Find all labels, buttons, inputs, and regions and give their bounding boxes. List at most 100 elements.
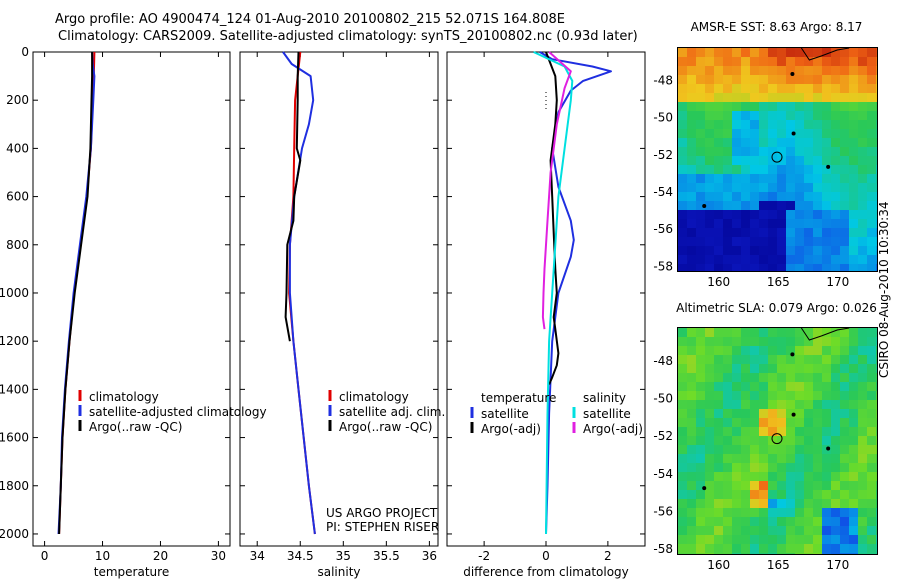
map-cell — [876, 445, 877, 454]
map-cell — [786, 445, 795, 454]
map-cell — [786, 165, 795, 174]
map-y-tick-label: -54 — [653, 467, 673, 481]
island-marker — [791, 131, 796, 136]
map-cell — [777, 156, 786, 165]
map-cell — [723, 111, 732, 120]
map-cell — [849, 364, 858, 373]
map-cell — [723, 246, 732, 255]
map-cell — [849, 255, 858, 264]
map-cell — [795, 454, 804, 463]
map-cell — [705, 355, 714, 364]
map-cell — [804, 228, 813, 237]
map-cell — [804, 156, 813, 165]
map-cell — [696, 165, 705, 174]
map-cell — [813, 355, 822, 364]
x-tick-label: 2 — [604, 549, 612, 563]
map-cell — [723, 472, 732, 481]
map-cell — [687, 93, 696, 102]
x-tick-label: 0 — [542, 549, 550, 563]
map-cell — [867, 111, 876, 120]
map-cell — [768, 454, 777, 463]
map-cell — [849, 57, 858, 66]
map-cell — [804, 517, 813, 526]
map-cell — [687, 210, 696, 219]
map-cell — [831, 454, 840, 463]
map-cell — [741, 481, 750, 490]
map-cell — [759, 264, 768, 271]
credit-text: CSIRO 08-Aug-2010 10:30:34 — [877, 201, 891, 378]
map-cell — [840, 436, 849, 445]
map-cell — [858, 346, 867, 355]
map-cell — [786, 526, 795, 535]
map-cell — [840, 129, 849, 138]
map-cell — [732, 436, 741, 445]
map-cell — [867, 535, 876, 544]
map-cell — [732, 66, 741, 75]
map-cell — [687, 544, 696, 553]
map-cell — [822, 264, 831, 271]
map-cell — [705, 409, 714, 418]
map-cell — [795, 228, 804, 237]
map-cell — [696, 535, 705, 544]
map-cell — [804, 355, 813, 364]
map-cell — [849, 156, 858, 165]
map-cell — [795, 409, 804, 418]
map-cell — [741, 93, 750, 102]
map-cell — [696, 544, 705, 553]
map-cell — [786, 337, 795, 346]
map-cell — [822, 201, 831, 210]
map-cell — [696, 472, 705, 481]
legend-label: satellite adj. clim. — [339, 405, 445, 419]
map-cell — [741, 255, 750, 264]
map-cell — [750, 255, 759, 264]
map-cell — [795, 192, 804, 201]
map-cell — [678, 544, 687, 553]
map-cell — [678, 526, 687, 535]
map-cell — [696, 355, 705, 364]
map-cell — [732, 490, 741, 499]
map-cell — [804, 93, 813, 102]
map-cell — [741, 526, 750, 535]
map-cell — [813, 192, 822, 201]
map-cell — [705, 481, 714, 490]
map-cell — [831, 147, 840, 156]
y-tick-label: 2000 — [0, 527, 29, 541]
map-cell — [849, 463, 858, 472]
map-cell — [768, 328, 777, 337]
map-cell — [777, 246, 786, 255]
map-cell — [795, 373, 804, 382]
map-cell — [813, 66, 822, 75]
map-cell — [840, 201, 849, 210]
map-cell — [768, 183, 777, 192]
map-cell — [822, 120, 831, 129]
map-cell — [768, 553, 777, 554]
map-cell — [786, 246, 795, 255]
legend-label: satellite — [583, 407, 631, 421]
map-cell — [687, 400, 696, 409]
map-cell — [768, 382, 777, 391]
map-cell — [849, 481, 858, 490]
map-cell — [849, 192, 858, 201]
map-y-tick-label: -56 — [653, 222, 673, 236]
map-cell — [840, 264, 849, 271]
map-cell — [822, 409, 831, 418]
series-line-black — [545, 51, 560, 385]
map-cell — [786, 102, 795, 111]
map-cell — [876, 391, 877, 400]
map-cell — [777, 219, 786, 228]
map-cell — [786, 328, 795, 337]
map-cell — [858, 418, 867, 427]
map-cell — [867, 174, 876, 183]
map-cell — [750, 508, 759, 517]
map-cell — [822, 111, 831, 120]
map-cell — [804, 183, 813, 192]
map-cell — [867, 264, 876, 271]
map-cell — [876, 427, 877, 436]
map-cell — [795, 246, 804, 255]
map-cell — [876, 264, 877, 271]
map-cell — [849, 264, 858, 271]
map-cell — [714, 138, 723, 147]
map-cell — [804, 409, 813, 418]
map-cell — [705, 544, 714, 553]
map-cell — [714, 183, 723, 192]
